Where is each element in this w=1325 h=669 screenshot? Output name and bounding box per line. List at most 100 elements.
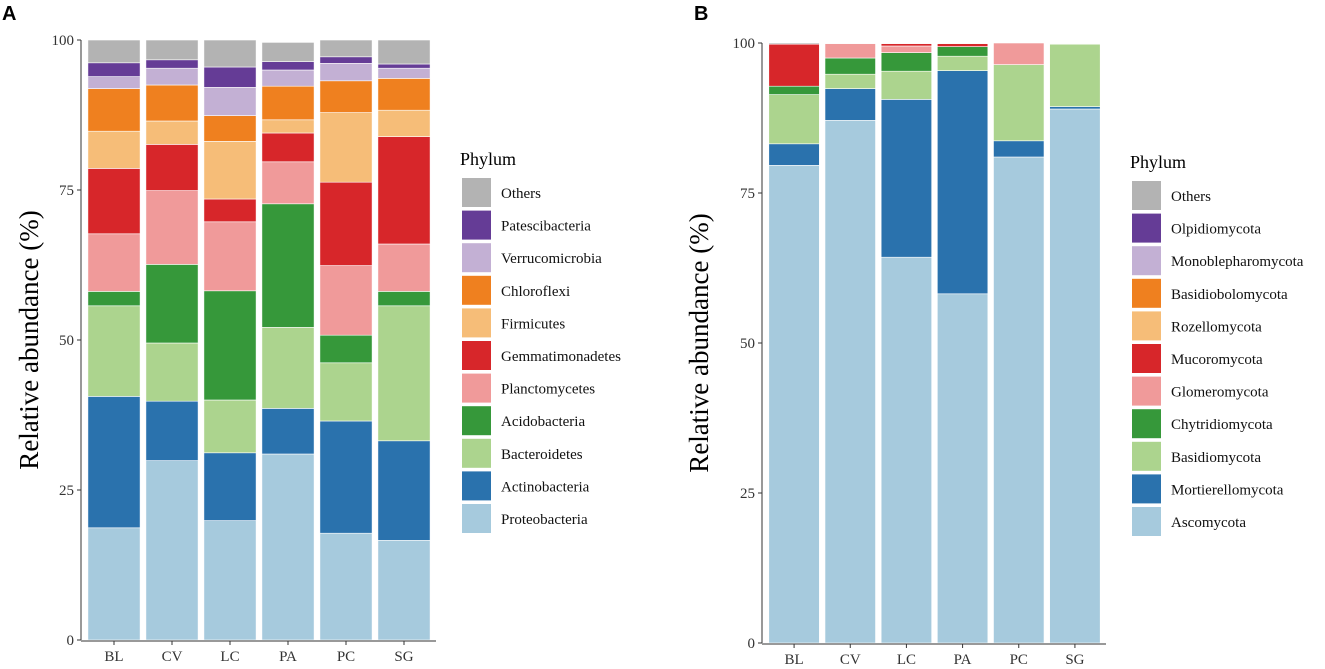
legend-label-olpidiomycota: Olpidiomycota (1171, 222, 1261, 238)
bar-segment-pa-others (261, 42, 315, 62)
bar-segment-sg-basidiomycota (1049, 43, 1101, 107)
bar-segment-sg-acidobacteria (377, 291, 431, 307)
bar-segment-pc-basidiomycota (993, 64, 1045, 142)
bar-segment-pa-chytridiomycota (937, 46, 989, 57)
y-tick-label: 25 (740, 486, 755, 502)
legend-label-chytridiomycota: Chytridiomycota (1171, 417, 1273, 433)
bar-segment-pc-proteobacteria (319, 532, 373, 641)
panel-a: A Relative abundance (%) 0 25 50 75 100 BL CV L… (2, 3, 621, 665)
bar-segment-cv-actinobacteria (145, 400, 199, 461)
bar-segment-lc-basidiomycota (880, 70, 932, 100)
bar-segment-bl-verrucomicrobia (87, 76, 141, 89)
legend-label-glomeromycota: Glomeromycota (1171, 385, 1269, 401)
panel-a-legend: Others Patescibacteria Verrucomicrobia Chlo… (462, 178, 621, 533)
legend-label-chloroflexi: Chloroflexi (501, 284, 570, 300)
panel-b-plot: 0 25 50 75 100 BL CV LC PA PC SG (733, 36, 1106, 668)
legend-swatch-bacteroidetes (462, 438, 491, 468)
legend-swatch-proteobacteria (462, 504, 491, 533)
panel-a-legend-title: Phylum (460, 149, 516, 169)
bar-segment-bl-proteobacteria (87, 527, 141, 641)
bar-segment-lc-patescibacteria (203, 66, 257, 88)
legend-label-others: Others (1171, 189, 1211, 205)
x-tick-label-lc: LC (220, 649, 239, 665)
panel-b-legend: Others Olpidiomycota Monoblepharomycota Bas… (1132, 181, 1304, 536)
bar-segment-cv-mortierellomycota (824, 88, 876, 121)
bar-segment-sg-gemmatimonadetes (377, 136, 431, 245)
bar-segment-bl-others (768, 42, 820, 45)
bar-segment-pc-firmicutes (319, 112, 373, 183)
bar-segment-pc-planctomycetes (319, 265, 373, 336)
bar-segment-sg-actinobacteria (377, 440, 431, 541)
bar-segment-sg-others (377, 39, 431, 65)
legend-label-bacteroidetes: Bacteroidetes (501, 447, 583, 463)
legend-label-rozellomycota: Rozellomycota (1171, 319, 1262, 335)
bar-segment-cv-proteobacteria (145, 460, 199, 641)
x-tick-label-cv: CV (162, 649, 183, 665)
legend-swatch-mortierellomycota (1132, 474, 1161, 504)
bar-segment-bl-planctomycetes (87, 233, 141, 292)
bar-segment-cv-verrucomicrobia (145, 67, 199, 86)
panel-b-y-axis-title: Relative abundance (%) (684, 213, 714, 472)
bar-segment-cv-basidiomycota (824, 73, 876, 89)
x-tick-label-pc: PC (1010, 652, 1028, 668)
bar-segment-pa-verrucomicrobia (261, 69, 315, 87)
panel-b-letter: B (694, 3, 708, 25)
bar-segment-pa-patescibacteria (261, 61, 315, 71)
legend-label-monoblepharomycota: Monoblepharomycota (1171, 254, 1304, 270)
legend-swatch-chytridiomycota (1132, 409, 1161, 439)
bar-segment-bl-chloroflexi (87, 88, 141, 132)
bar-segment-cv-gemmatimonadetes (145, 144, 199, 191)
bar-segment-lc-mucoromycota (880, 43, 932, 47)
bar-segment-bl-others (87, 39, 141, 64)
legend-swatch-basidiobolomycota (1132, 278, 1161, 308)
legend-swatch-gemmatimonadetes (462, 341, 491, 370)
y-tick-label: 100 (733, 36, 756, 52)
bar-segment-sg-ascomycota (1049, 108, 1101, 644)
y-tick-label: 50 (59, 333, 74, 349)
bar-segment-cv-patescibacteria (145, 59, 199, 69)
legend-label-firmicutes: Firmicutes (501, 316, 565, 332)
y-tick-label: 0 (67, 633, 75, 649)
bar-segment-pc-chloroflexi (319, 80, 373, 113)
bar-segment-lc-acidobacteria (203, 290, 257, 401)
bar-segment-pa-mucoromycota (937, 43, 989, 47)
bar-segment-sg-patescibacteria (377, 63, 431, 69)
bar-segment-bl-actinobacteria (87, 396, 141, 529)
bar-segment-pc-acidobacteria (319, 334, 373, 364)
y-tick-label: 100 (52, 33, 75, 49)
bar-segment-pa-planctomycetes (261, 161, 315, 205)
bar-segment-pc-ascomycota (993, 156, 1045, 644)
legend-swatch-firmicutes (462, 308, 491, 338)
x-tick-label-lc: LC (897, 652, 916, 668)
y-tick-label: 75 (740, 186, 755, 202)
legend-swatch-monoblepharomycota (1132, 246, 1161, 276)
y-tick-label: 0 (748, 636, 756, 652)
bar-segment-cv-planctomycetes (145, 190, 199, 265)
bar-segment-lc-ascomycota (880, 256, 932, 644)
x-tick-label-pc: PC (337, 649, 355, 665)
bar-segment-lc-chloroflexi (203, 115, 257, 142)
bar-segment-cv-chytridiomycota (824, 57, 876, 75)
bar-segment-lc-others (203, 39, 257, 68)
legend-swatch-planctomycetes (462, 373, 491, 403)
bar-segment-pc-bacteroidetes (319, 362, 373, 422)
bar-segment-pa-others (937, 42, 989, 44)
panel-a-plot: 0 25 50 75 100 BL CV LC PA PC SG (52, 33, 436, 665)
bar-segment-sg-firmicutes (377, 109, 431, 137)
bar-segment-pc-gemmatimonadetes (319, 181, 373, 266)
x-tick-label-bl: BL (784, 652, 803, 668)
legend-label-proteobacteria: Proteobacteria (501, 512, 588, 528)
bar-segment-lc-verrucomicrobia (203, 87, 257, 116)
bar-segment-sg-planctomycetes (377, 243, 431, 292)
bar-segment-pc-mortierellomycota (993, 140, 1045, 158)
bar-segment-sg-proteobacteria (377, 540, 431, 641)
bar-segment-cv-others (824, 42, 876, 44)
panel-a-y-axis-title: Relative abundance (%) (14, 210, 44, 469)
bar-segment-bl-patescibacteria (87, 62, 141, 77)
bar-segment-lc-others (880, 42, 932, 44)
legend-swatch-olpidiomycota (1132, 213, 1161, 243)
bar-segment-bl-gemmatimonadetes (87, 168, 141, 235)
bar-segment-cv-acidobacteria (145, 264, 199, 344)
bar-segment-cv-chloroflexi (145, 84, 199, 122)
legend-label-others: Others (501, 186, 541, 202)
